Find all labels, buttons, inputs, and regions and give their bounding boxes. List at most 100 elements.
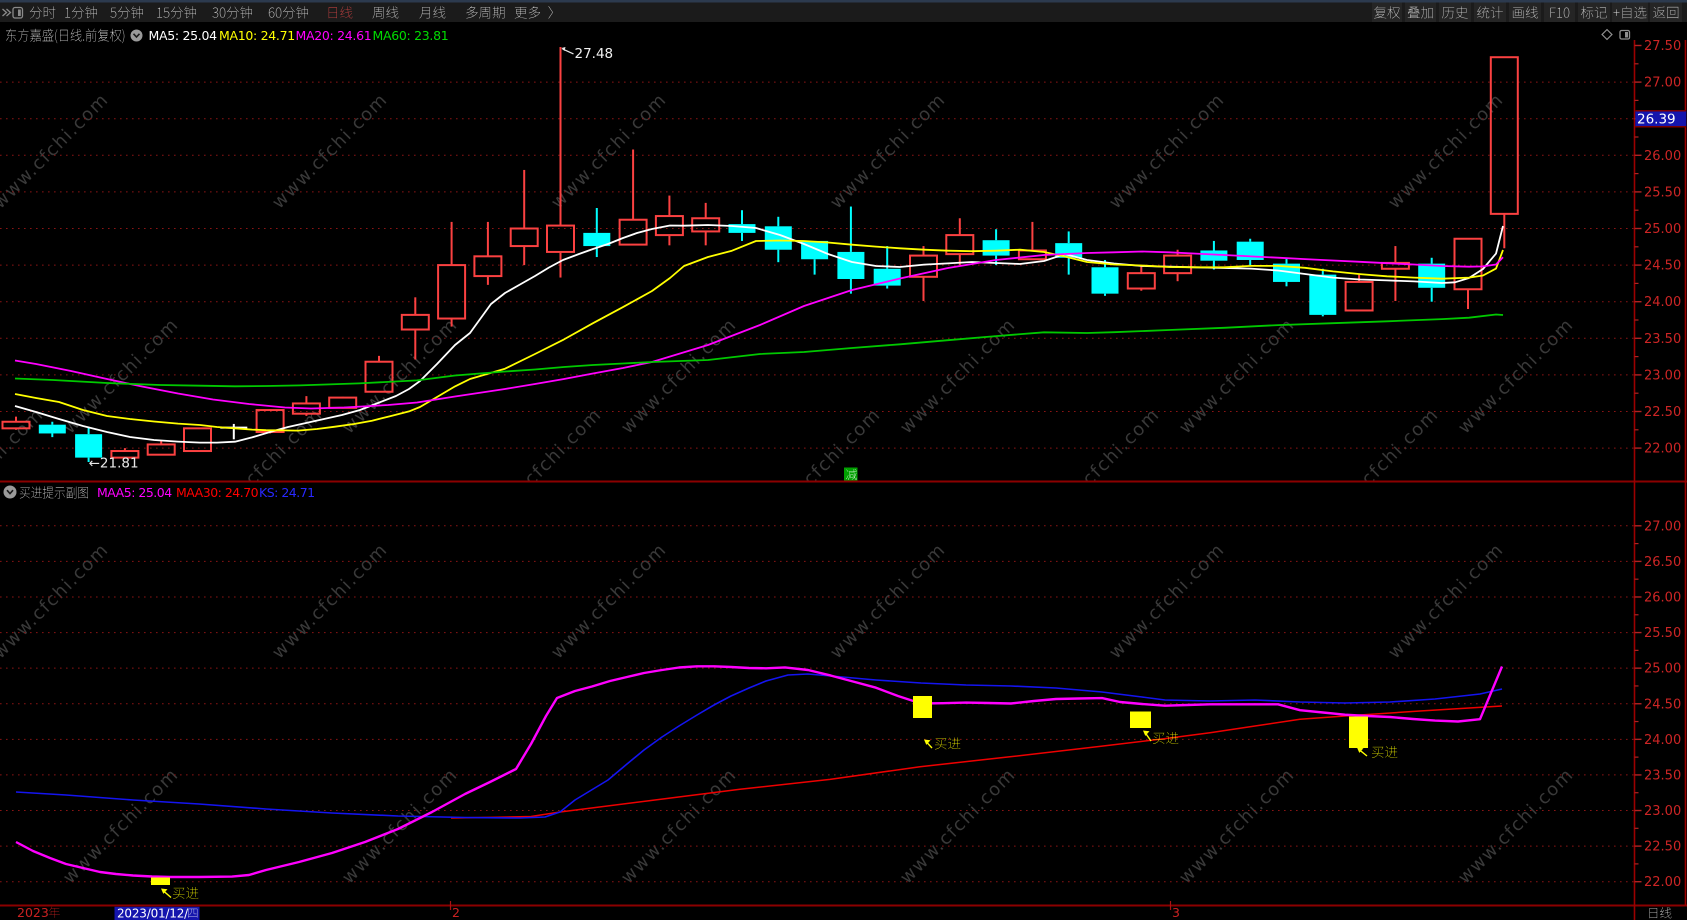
price-label-main: 27.50: [1644, 39, 1681, 54]
menu-item-6[interactable]: [268, 6, 308, 19]
chevron-down-circle-icon[interactable]: [130, 29, 143, 42]
buy-label: [1152, 731, 1179, 744]
event-badge-reduce[interactable]: [844, 467, 858, 482]
menu-bar: [0, 0, 1687, 22]
buy-signal-subchart[interactable]: www.cfchi.com www.cfchi.com www.cfchi.com w…: [0, 525, 1634, 899]
menu-item-9[interactable]: [419, 6, 446, 19]
price-label-main: 24.50: [1644, 259, 1681, 274]
toolbar-button-1[interactable]: [1374, 6, 1401, 19]
chevron-down-circle-icon[interactable]: [3, 485, 17, 499]
candle-25: [873, 246, 901, 289]
menu-item-8[interactable]: [372, 6, 399, 19]
buy-signal-marker-1: [151, 877, 199, 899]
toolbar-button-9[interactable]: [1653, 6, 1679, 19]
toolbar-button-7[interactable]: [1580, 6, 1607, 19]
ma-line-MA20: [14, 250, 1504, 410]
candle-4: [110, 448, 140, 459]
candle-22: [764, 216, 792, 263]
candle-38: [1344, 274, 1374, 312]
toolbar-button-4[interactable]: [1477, 6, 1503, 19]
toolbar-button-bg: [1405, 2, 1436, 22]
watermark-text: www.cfchi.com: [0, 539, 113, 663]
candle-12: [400, 297, 430, 360]
candle-23: [801, 240, 829, 275]
watermark-text: www.cfchi.com: [547, 539, 671, 663]
symbol-title: [6, 28, 125, 44]
candle-16: [546, 46, 575, 278]
toolbar-button-bg: [1612, 2, 1648, 22]
watermark-text: www.cfchi.com: [1454, 314, 1578, 438]
watermark-text: www.cfchi.com: [617, 764, 741, 888]
toolbar-button-5[interactable]: [1512, 6, 1538, 19]
candle-37: [1309, 268, 1337, 317]
buy-label: [934, 737, 961, 750]
candle-42: [1489, 56, 1519, 249]
watermark-text: www.cfchi.com: [59, 764, 183, 888]
ma-line-MA10: [14, 239, 1504, 432]
ma-indicator-MA20: MA20: 24.61: [296, 28, 372, 43]
candle-13: [437, 221, 467, 327]
candle-15: [509, 169, 539, 266]
month-label: 3: [1172, 905, 1180, 920]
menu-item-1[interactable]: [29, 6, 56, 19]
watermark-text: www.cfchi.com: [826, 539, 950, 663]
price-label-sub: 26.50: [1644, 555, 1681, 570]
toolbar-button-bg: [1509, 2, 1541, 22]
window-top-strip: [0, 0, 1687, 3]
watermark-text: www.cfchi.com: [547, 89, 671, 213]
candle-35: [1236, 238, 1264, 266]
month-label: 2: [452, 905, 460, 920]
candle-9: [291, 396, 321, 416]
watermark-text: www.cfchi.com: [1175, 314, 1299, 438]
menu-item-5[interactable]: [212, 6, 252, 19]
toolbar-button-2[interactable]: [1407, 6, 1433, 19]
price-label-main: 22.00: [1644, 442, 1681, 457]
buy-label: [1371, 745, 1398, 758]
period-label: [1649, 907, 1672, 919]
price-label-sub: 25.50: [1644, 626, 1681, 641]
menu-item-2[interactable]: [65, 6, 97, 19]
sub-plot-area[interactable]: www.cfchi.com www.cfchi.com www.cfchi.com w…: [0, 525, 1634, 899]
toolbar-button-8[interactable]: [1613, 6, 1647, 19]
menu-item-7[interactable]: [328, 6, 353, 19]
main-candlestick-chart[interactable]: www.cfchi.com www.cfchi.com www.cfchi.com w…: [0, 46, 1687, 528]
price-label-sub: 24.00: [1644, 733, 1681, 748]
candle-33: [1163, 249, 1193, 282]
watermark-text: www.cfchi.com: [268, 89, 392, 213]
menu-item-4[interactable]: [157, 6, 196, 19]
watermark-text: www.cfchi.com: [826, 89, 950, 213]
menu-item-11[interactable]: [514, 6, 553, 19]
toolbar-button-bg: [1650, 2, 1682, 22]
split-window-icon[interactable]: [1619, 29, 1631, 40]
toolbar-button-3[interactable]: [1442, 6, 1468, 19]
candle-3: [75, 427, 103, 463]
diamond-icon[interactable]: [1601, 28, 1613, 41]
collapse-panel-icon[interactable]: [2, 6, 24, 19]
candle-7: [220, 423, 248, 440]
candle-17: [583, 208, 611, 258]
candle-39: [1380, 246, 1410, 301]
menu-item-10[interactable]: [466, 6, 505, 19]
watermark-text: www.cfchi.com: [0, 89, 113, 213]
candle-14: [473, 221, 503, 285]
candle-19: [654, 195, 684, 246]
toolbar-button-6[interactable]: [1550, 7, 1570, 18]
watermark-text: www.cfchi.com: [268, 539, 392, 663]
selected-date: 2023/01/12/: [117, 907, 189, 920]
watermark-text: www.cfchi.com: [59, 314, 183, 438]
watermark-text: www.cfchi.com: [1384, 539, 1508, 663]
annotation-high: 27.48: [561, 46, 614, 62]
menu-item-3[interactable]: [110, 6, 143, 19]
price-label-main: 22.50: [1644, 405, 1681, 420]
watermark-text: www.cfchi.com: [896, 764, 1020, 888]
sub-indicator-MAA30: MAA30: 24.70: [176, 485, 259, 500]
high-price-label: 27.48: [575, 46, 614, 62]
sub-indicator-KS: KS: 24.71: [259, 485, 315, 500]
main-plot-area[interactable]: www.cfchi.com www.cfchi.com www.cfchi.com w…: [0, 46, 1687, 528]
candle-5: [146, 440, 176, 456]
watermark-text: www.cfchi.com: [1040, 404, 1164, 528]
candle-1: [1, 416, 31, 430]
price-label-main: 25.00: [1644, 222, 1681, 237]
watermark-text: www.cfchi.com: [761, 404, 885, 528]
